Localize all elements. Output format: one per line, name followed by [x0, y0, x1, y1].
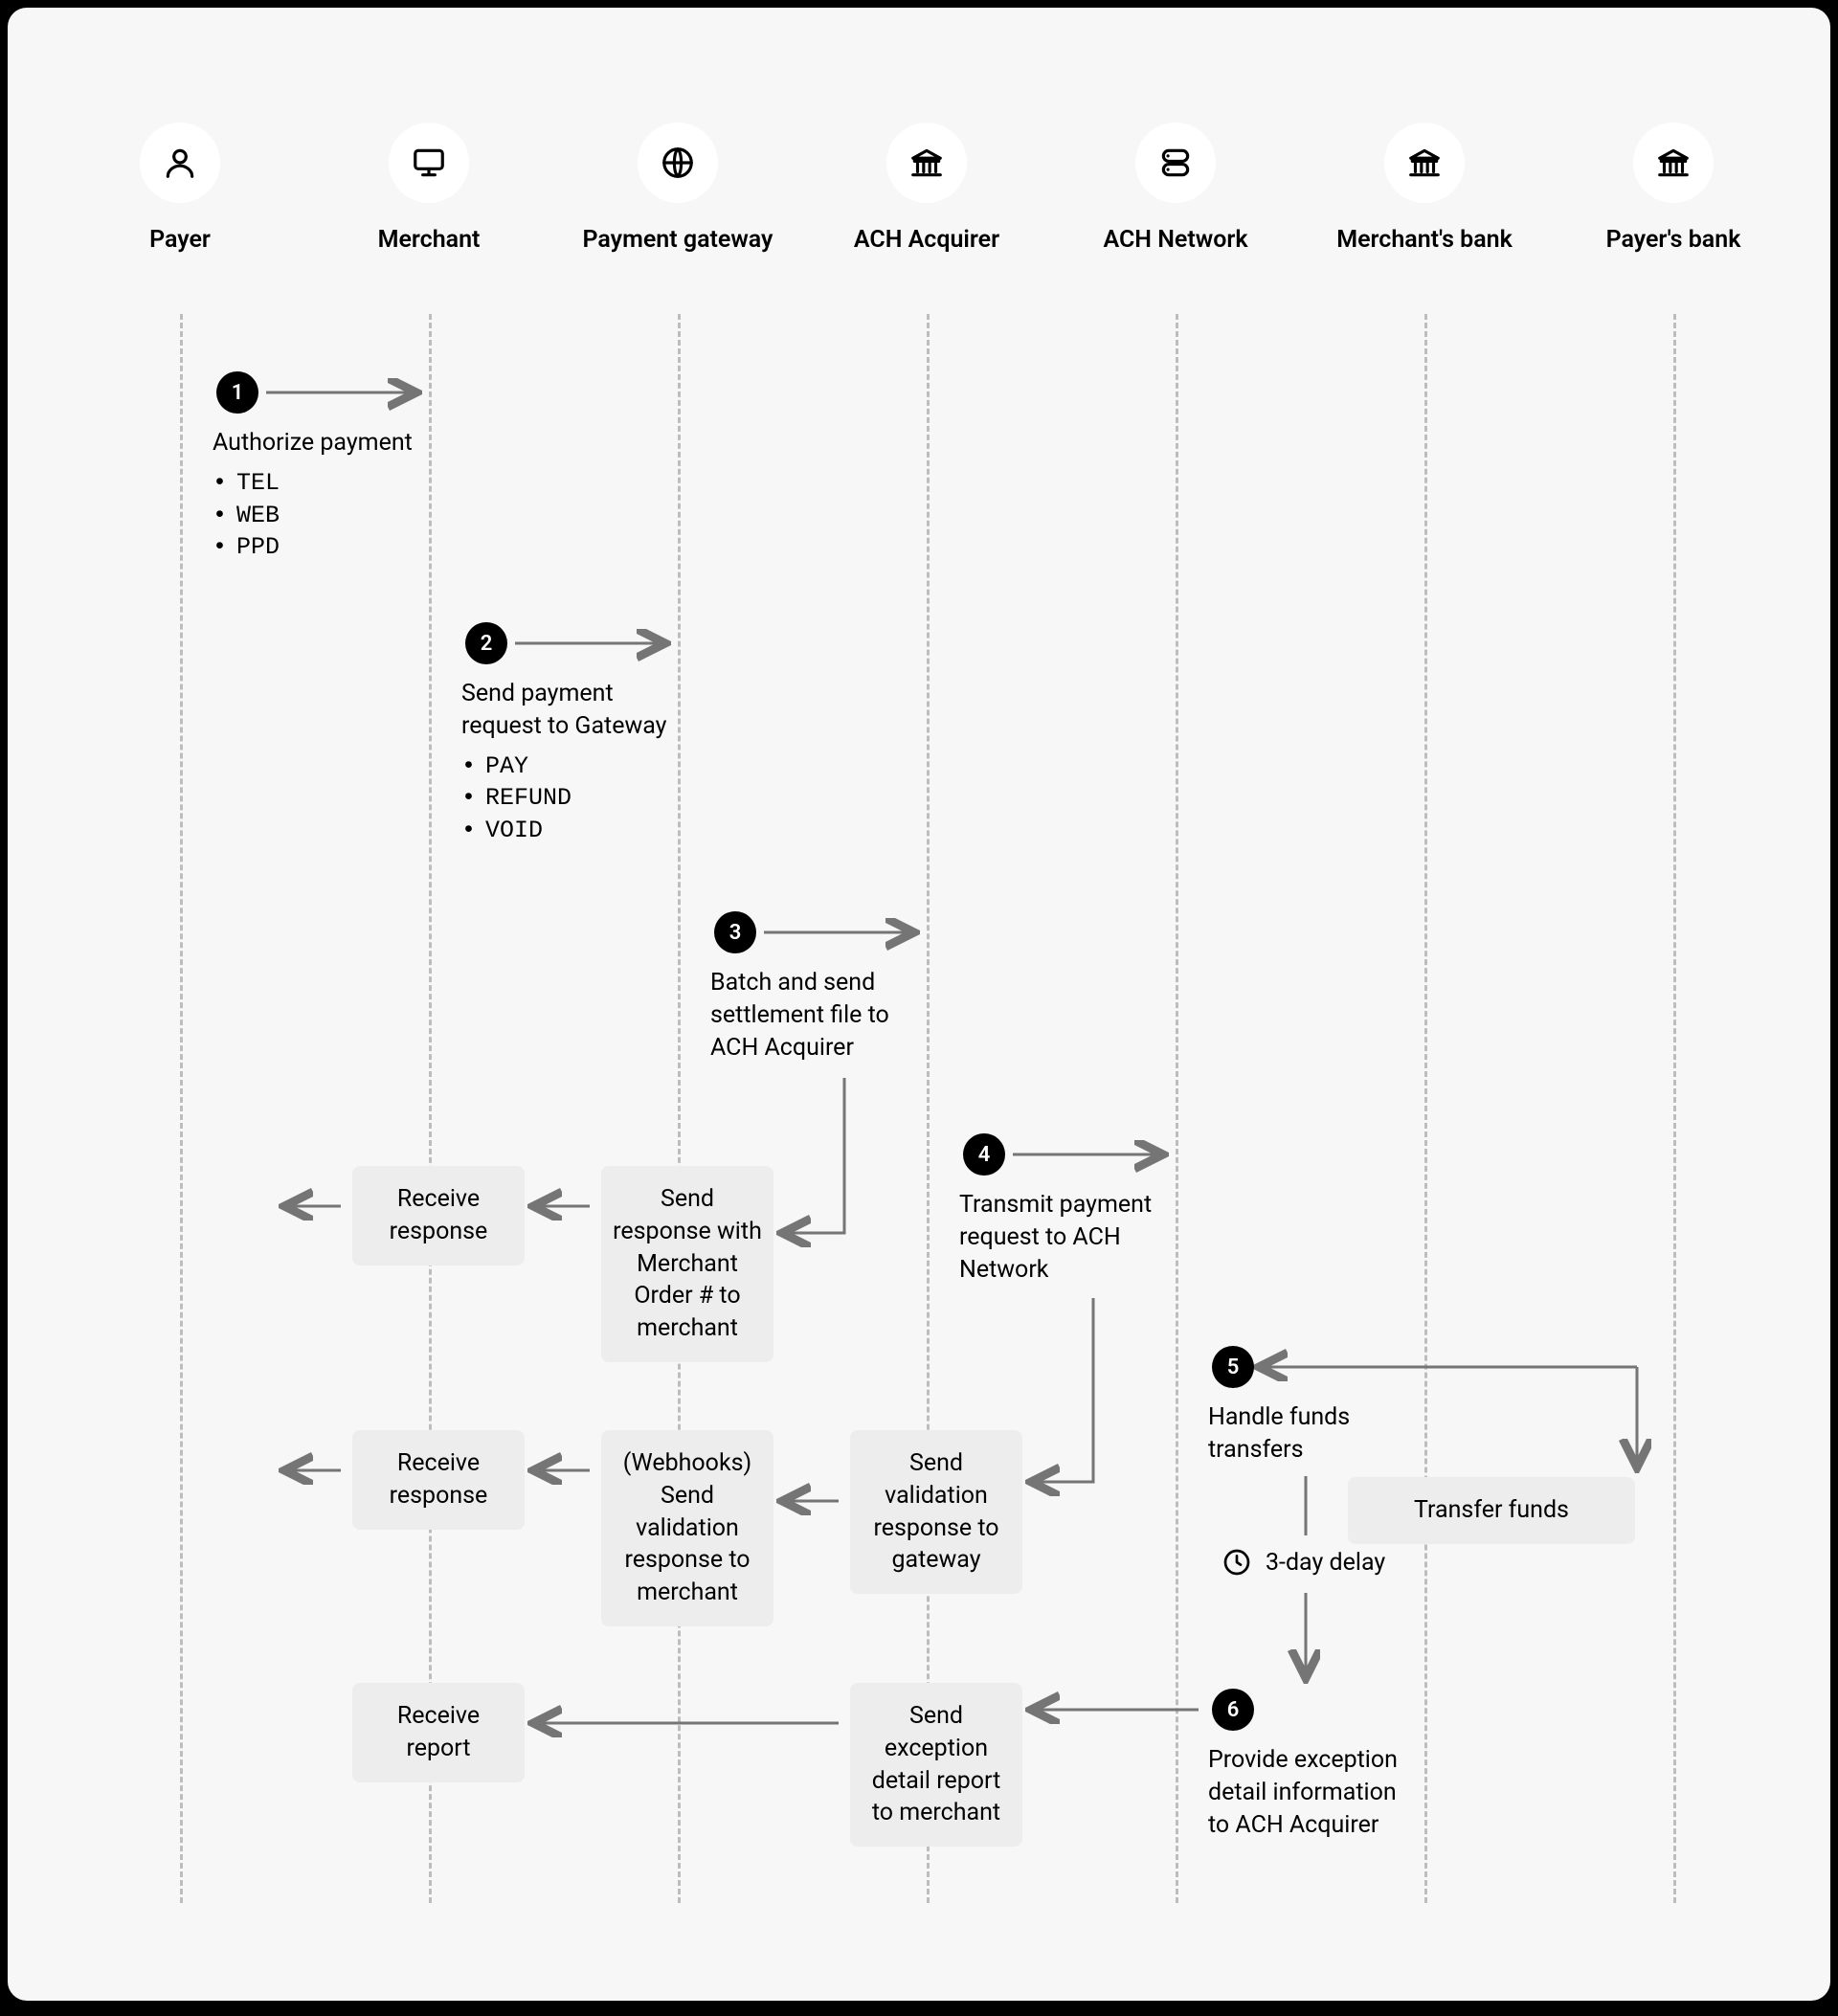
lane-header-mbank: Merchant's bank [1338, 123, 1511, 254]
step-label-4: Transmit paymentrequest to ACHNetwork [959, 1189, 1152, 1286]
b-recv-resp-2: Receiveresponse [352, 1430, 525, 1530]
b-transfer-funds: Transfer funds [1348, 1477, 1635, 1544]
step-bullets-2: PAYREFUNDVOID [461, 750, 667, 847]
clock-icon [1222, 1547, 1252, 1578]
user-icon [140, 123, 220, 203]
b-webhooks: (Webhooks)Sendvalidationresponse tomerch… [601, 1430, 773, 1626]
lane-header-acquirer: ACH Acquirer [841, 123, 1013, 254]
lifeline-network [1176, 314, 1178, 1903]
bank-icon [886, 123, 967, 203]
delay-label: 3-day delay [1222, 1547, 1385, 1578]
step-bullets-1: TELWEBPPD [213, 467, 413, 564]
monitor-icon [389, 123, 469, 203]
lane-label: ACH Acquirer [854, 226, 999, 254]
lane-header-merchant: Merchant [343, 123, 515, 254]
step-label-1: Authorize paymentTELWEBPPD [213, 427, 413, 564]
bank-icon [1384, 123, 1465, 203]
b-recv-resp-1: Receiveresponse [352, 1166, 525, 1266]
step-badge-2: 2 [465, 622, 507, 664]
lane-header-network: ACH Network [1089, 123, 1262, 254]
servers-icon [1135, 123, 1216, 203]
arrow-p-return-4 [1034, 1298, 1093, 1482]
lane-header-pbank: Payer's bank [1587, 123, 1760, 254]
step-label-2: Send paymentrequest to GatewayPAYREFUNDV… [461, 678, 667, 847]
lifeline-merchant [429, 314, 432, 1903]
lane-label: Payer [149, 226, 211, 254]
lifeline-pbank [1673, 314, 1676, 1903]
b-recv-report: Receivereport [352, 1683, 525, 1782]
step-badge-3: 3 [714, 911, 756, 953]
b-send-resp-merchant: Sendresponse withMerchantOrder # tomerch… [601, 1166, 773, 1362]
step-badge-4: 4 [963, 1133, 1005, 1176]
step-label-3: Batch and sendsettlement file toACH Acqu… [710, 967, 889, 1064]
step-badge-1: 1 [216, 371, 258, 414]
lane-label: Payment gateway [583, 226, 773, 254]
lifeline-gateway [678, 314, 681, 1903]
b-send-val-gateway: Sendvalidationresponse togateway [850, 1430, 1022, 1594]
lane-label: Merchant [378, 226, 481, 254]
diagram-canvas: Payer Merchant Payment gateway ACH Acquirer… [8, 8, 1830, 2001]
lifeline-acquirer [927, 314, 930, 1903]
arrow-p-return-3 [785, 1078, 844, 1233]
step-label-5: Handle fundstransfers [1208, 1401, 1350, 1467]
step-label-6: Provide exceptiondetail informationto AC… [1208, 1744, 1398, 1841]
lifeline-mbank [1424, 314, 1427, 1903]
bank-icon [1633, 123, 1714, 203]
step-badge-6: 6 [1212, 1689, 1254, 1731]
globe-icon [638, 123, 718, 203]
b-send-exception: Sendexceptiondetail reportto merchant [850, 1683, 1022, 1847]
lane-label: ACH Network [1103, 226, 1247, 254]
lane-header-payer: Payer [94, 123, 266, 254]
lane-label: Payer's bank [1606, 226, 1741, 254]
step-badge-5: 5 [1212, 1346, 1254, 1388]
lifeline-payer [180, 314, 183, 1903]
lane-label: Merchant's bank [1336, 226, 1513, 254]
lane-header-gateway: Payment gateway [592, 123, 764, 254]
